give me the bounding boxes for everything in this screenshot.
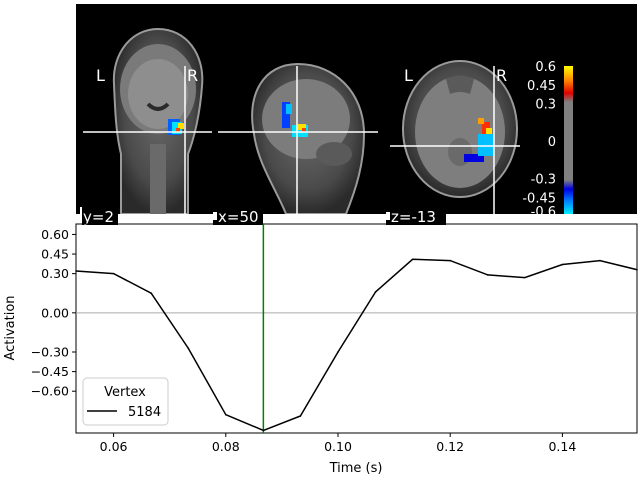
data-point [524,276,526,279]
legend-box [82,377,169,426]
x-tick-label: 0.08 [212,439,240,454]
legend: Vertex 5184 [82,377,169,426]
data-point [449,259,451,262]
colorbar-tick-label: -0.45 [522,191,556,206]
colorbar-tick-label: 0.3 [535,98,556,113]
x-axis-label: Time (s) [329,461,383,476]
legend-entry-label: 5184 [128,405,161,420]
orientation-left-label: L [96,66,105,85]
data-point [262,429,265,432]
y-tick-label: −0.60 [31,384,69,399]
y-axis-label: Activation [3,295,18,360]
axial-slice [390,60,520,214]
orientation-right-label: R [496,66,507,85]
data-point [636,268,638,271]
colorbar-ticks: 0.6 0.45 0.3 0 -0.3 -0.45-0.6 [522,60,556,214]
axial-coord-label: z=-13 [391,208,436,226]
y-tick-label: 0.00 [41,305,69,320]
y-tick-label: −0.45 [31,364,69,379]
x-axis-ticks: 0.06 0.08 0.10 0.12 0.14 [100,433,576,454]
orientation-right-label: R [187,66,198,85]
y-tick-label: 0.45 [41,247,69,262]
data-point [112,272,115,275]
colorbar-tick-label: 0 [548,135,556,150]
series-layer [75,258,638,432]
colorbar-tick-label: -0.6 [531,205,556,214]
y-tick-label: 0.60 [41,227,69,242]
legend-title: Vertex [104,385,146,400]
y-tick-label: −0.30 [31,345,69,360]
series-line-5184 [75,258,638,432]
data-point [150,292,152,295]
coronal-slice [83,27,212,214]
orientation-left-label: L [404,66,413,85]
x-tick-label: 0.06 [100,439,128,454]
y-tick-label: 0.30 [41,266,69,281]
data-point [374,291,377,293]
y-axis-ticks: 0.60 0.45 0.30 0.00 −0.30 −0.45 −0.60 [31,227,76,399]
coronal-coord-label: y=2 [83,208,114,226]
x-tick-label: 0.14 [548,439,576,454]
data-point [337,351,339,353]
data-point [224,413,227,416]
colorbar-tick-label: 0.45 [527,79,556,94]
brain-slices: L R L R 0.6 0.45 0.3 0 -0.3 -0.45-0.6 [83,27,573,214]
data-point [75,270,77,272]
colorbar-tick-label: 0.6 [535,60,556,75]
data-point [299,415,302,417]
data-point [599,259,601,262]
brain-viewer-panel: L R L R 0.6 0.45 0.3 0 -0.3 -0.45 -0.6 [76,4,637,214]
sagittal-slice [218,62,378,214]
sagittal-coord-label: x=50 [218,208,259,226]
plot-frame [75,223,638,434]
colorbar [564,66,573,214]
data-point [486,274,489,276]
x-tick-label: 0.12 [436,439,464,454]
slice-coordinate-labels: y=2 x=50 z=-13 [80,207,446,226]
data-point [561,263,564,266]
x-tick-label: 0.10 [324,439,352,454]
colorbar-tick-label: -0.3 [531,173,556,188]
data-point [411,258,414,261]
data-point [187,347,189,349]
